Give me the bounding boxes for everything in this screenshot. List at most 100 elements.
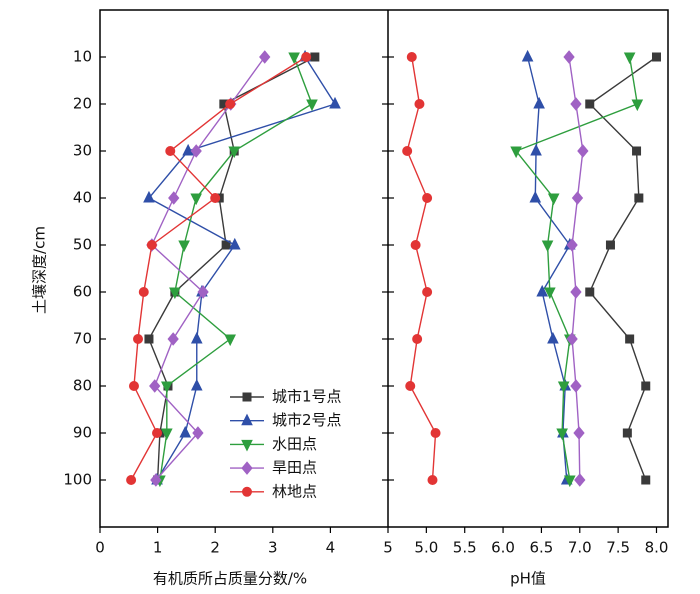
marker [190, 378, 203, 391]
marker [510, 146, 522, 159]
marker [165, 146, 176, 156]
marker [557, 381, 570, 394]
x-tick-label: 1 [153, 539, 163, 557]
marker [405, 381, 416, 391]
y-tick-label: 100 [63, 471, 92, 489]
x-tick-label: 8.0 [645, 539, 669, 557]
marker [412, 334, 423, 344]
series-line [150, 56, 266, 481]
marker [422, 193, 433, 203]
marker [242, 392, 252, 402]
series-line [526, 56, 571, 481]
marker [168, 191, 180, 205]
marker [228, 146, 241, 159]
series-line [568, 56, 584, 481]
series-line [147, 56, 337, 481]
marker [570, 379, 582, 393]
marker [242, 486, 252, 497]
x-tick-label: 5 [383, 539, 393, 557]
marker [536, 284, 549, 297]
marker [406, 52, 417, 62]
y-tick-label: 80 [73, 377, 92, 395]
marker [224, 334, 236, 347]
marker [161, 428, 173, 441]
marker [634, 193, 644, 203]
y-axis-label: 土壤深度/cm [31, 226, 49, 314]
marker [329, 96, 341, 109]
x-axis-label: 有机质所占质量分数/% [153, 570, 307, 588]
series-line [588, 56, 657, 481]
marker [521, 49, 534, 62]
marker [566, 332, 578, 346]
series-line [159, 56, 313, 481]
marker [631, 99, 644, 112]
marker [566, 238, 578, 252]
marker [427, 475, 438, 485]
x-axis-label: pH值 [510, 570, 546, 588]
marker [422, 287, 433, 297]
marker [402, 146, 413, 156]
marker [577, 144, 589, 158]
marker [585, 287, 595, 297]
marker [241, 439, 253, 452]
marker [128, 381, 139, 391]
x-tick-label: 7.5 [606, 539, 630, 557]
marker [144, 334, 154, 344]
marker [541, 240, 554, 253]
marker [133, 334, 144, 344]
y-tick-label: 10 [73, 48, 92, 66]
marker [190, 144, 202, 158]
marker [241, 413, 253, 426]
marker [288, 52, 300, 65]
marker [570, 285, 582, 299]
y-tick-label: 40 [73, 189, 92, 207]
marker [190, 193, 203, 206]
marker [192, 426, 204, 440]
marker [414, 99, 425, 109]
marker [179, 425, 192, 438]
series-line [406, 56, 437, 481]
marker [178, 240, 190, 253]
legend-label: 城市1号点 [272, 388, 342, 406]
x-tick-label: 7.0 [568, 539, 592, 557]
y-tick-label: 50 [73, 236, 92, 254]
marker [138, 287, 149, 297]
y-tick-label: 70 [73, 330, 92, 348]
marker [190, 331, 203, 344]
x-tick-label: 6.5 [529, 539, 553, 557]
marker [530, 143, 542, 156]
marker [410, 240, 421, 250]
marker [150, 473, 162, 487]
marker [228, 237, 241, 250]
marker [563, 475, 576, 488]
y-tick-label: 60 [73, 283, 92, 301]
series-line [148, 56, 316, 481]
marker [306, 99, 318, 112]
y-tick-label: 30 [73, 142, 92, 160]
marker [544, 287, 556, 300]
marker [225, 99, 236, 109]
marker [556, 428, 568, 441]
y-tick-label: 90 [73, 424, 92, 442]
x-tick-label: 5.0 [414, 539, 438, 557]
marker [622, 428, 632, 438]
legend-label: 水田点 [272, 435, 317, 453]
marker [641, 475, 651, 485]
x-tick-label: 3 [268, 539, 278, 557]
x-tick-label: 5.5 [453, 539, 477, 557]
marker [210, 193, 221, 203]
marker [143, 190, 155, 203]
marker [126, 475, 137, 485]
marker [641, 381, 651, 391]
marker [152, 428, 163, 438]
y-tick-label: 20 [73, 95, 92, 113]
series-line [514, 56, 639, 481]
x-tick-label: 6.0 [491, 539, 515, 557]
legend-label: 旱田点 [272, 459, 317, 477]
marker [167, 332, 179, 346]
plot-frame [99, 9, 669, 528]
marker [259, 50, 271, 64]
marker [623, 52, 636, 65]
marker [529, 190, 542, 203]
